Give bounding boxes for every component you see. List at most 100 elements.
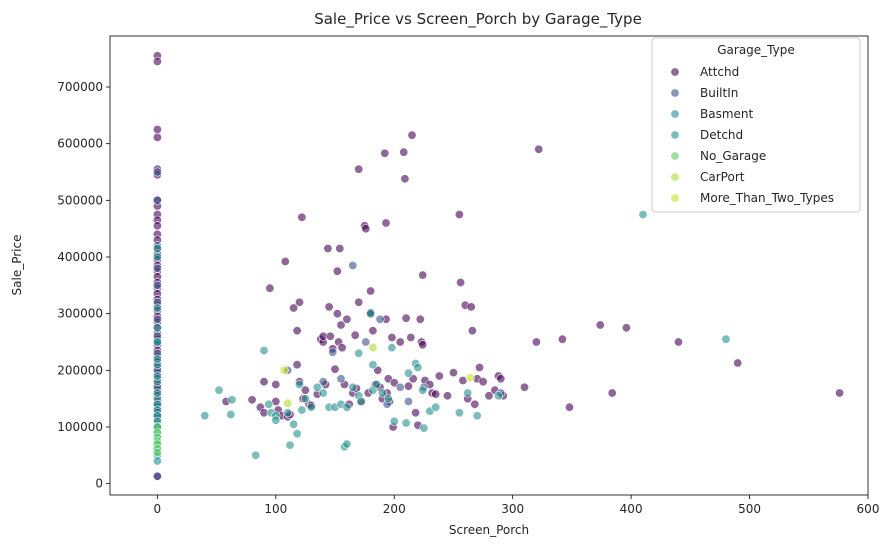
legend-items: Attchd BuiltIn Basment Detchd No_Garage CarPo…	[670, 65, 834, 205]
data-point	[478, 377, 488, 387]
data-point	[466, 302, 476, 312]
x-tick-label: 100	[264, 502, 287, 516]
data-point	[152, 56, 162, 66]
legend-box	[651, 37, 861, 213]
data-point	[418, 270, 428, 280]
legend-marker	[670, 130, 680, 140]
data-point	[531, 337, 541, 347]
legend-label: Basment	[700, 107, 754, 121]
legend-marker	[670, 109, 680, 119]
data-point	[407, 130, 417, 140]
data-point	[348, 382, 358, 392]
data-point	[289, 419, 299, 429]
points-layer	[152, 51, 845, 481]
x-axis-label: Screen_Porch	[449, 523, 529, 537]
data-point	[335, 244, 345, 254]
data-point	[835, 388, 845, 398]
data-point	[152, 221, 162, 231]
x-tick-label: 300	[501, 502, 524, 516]
data-point	[638, 210, 648, 220]
y-tick-label: 100000	[57, 420, 103, 434]
data-point	[292, 360, 302, 370]
data-point	[152, 195, 162, 205]
data-point	[280, 256, 290, 266]
data-point	[395, 382, 405, 392]
data-point	[456, 277, 466, 287]
y-tick-label: 600000	[57, 137, 103, 151]
data-point	[330, 364, 340, 374]
data-point	[152, 323, 162, 333]
data-point	[607, 388, 617, 398]
legend: Garage_Type Attchd BuiltIn Basment Detchd No…	[651, 37, 861, 213]
legend-label: No_Garage	[700, 149, 766, 163]
y-tick-label: 700000	[57, 80, 103, 94]
data-point	[332, 266, 342, 276]
data-point	[152, 354, 162, 364]
legend-marker	[670, 172, 680, 182]
data-point	[354, 297, 364, 307]
data-point	[387, 332, 397, 342]
data-point	[152, 263, 162, 273]
data-point	[389, 416, 399, 426]
data-point	[383, 394, 393, 404]
data-point	[336, 374, 346, 384]
data-point	[431, 402, 441, 412]
data-point	[356, 396, 366, 406]
data-point	[152, 132, 162, 142]
data-point	[259, 345, 269, 355]
chart-title: Sale_Price vs Screen_Porch by Garage_Typ…	[314, 10, 642, 29]
data-point	[318, 388, 328, 398]
data-point	[470, 399, 480, 409]
data-point	[733, 358, 743, 368]
data-point	[152, 167, 162, 177]
data-point	[399, 147, 409, 157]
data-point	[300, 394, 310, 404]
data-point	[354, 164, 364, 174]
data-point	[152, 388, 162, 398]
data-point	[264, 399, 274, 409]
data-point	[271, 415, 281, 425]
data-point	[297, 212, 307, 222]
data-point	[557, 334, 567, 344]
data-point	[297, 405, 307, 415]
data-point	[152, 471, 162, 481]
data-point	[418, 385, 428, 395]
legend-marker	[670, 88, 680, 98]
data-point	[380, 148, 390, 158]
data-point	[259, 377, 269, 387]
y-tick-label: 400000	[57, 250, 103, 264]
data-point	[387, 343, 397, 353]
data-point	[152, 371, 162, 381]
legend-label: BuiltIn	[700, 86, 738, 100]
data-point	[324, 302, 334, 312]
data-point	[673, 337, 683, 347]
plot-border	[109, 35, 869, 496]
data-point	[403, 396, 413, 406]
y-tick-label: 500000	[57, 193, 103, 207]
data-point	[361, 224, 371, 234]
data-point	[496, 374, 506, 384]
data-point	[294, 297, 304, 307]
data-point	[403, 381, 413, 391]
data-point	[337, 343, 347, 353]
data-point	[294, 379, 304, 389]
data-point	[350, 330, 360, 340]
data-point	[403, 368, 413, 378]
data-point	[415, 314, 425, 324]
legend-marker	[670, 193, 680, 203]
data-point	[152, 456, 162, 466]
data-point	[366, 286, 376, 296]
x-tick-label: 200	[383, 502, 406, 516]
data-point	[152, 314, 162, 324]
legend-label: More_Than_Two_Types	[700, 191, 834, 205]
data-point	[419, 423, 429, 433]
data-point	[375, 314, 385, 324]
data-point	[279, 365, 289, 375]
data-point	[328, 347, 338, 357]
x-tick-label: 400	[620, 502, 643, 516]
data-point	[368, 343, 378, 353]
data-point	[431, 389, 441, 399]
data-point	[354, 348, 364, 358]
data-point	[454, 408, 464, 418]
legend-label: Attchd	[700, 65, 739, 79]
